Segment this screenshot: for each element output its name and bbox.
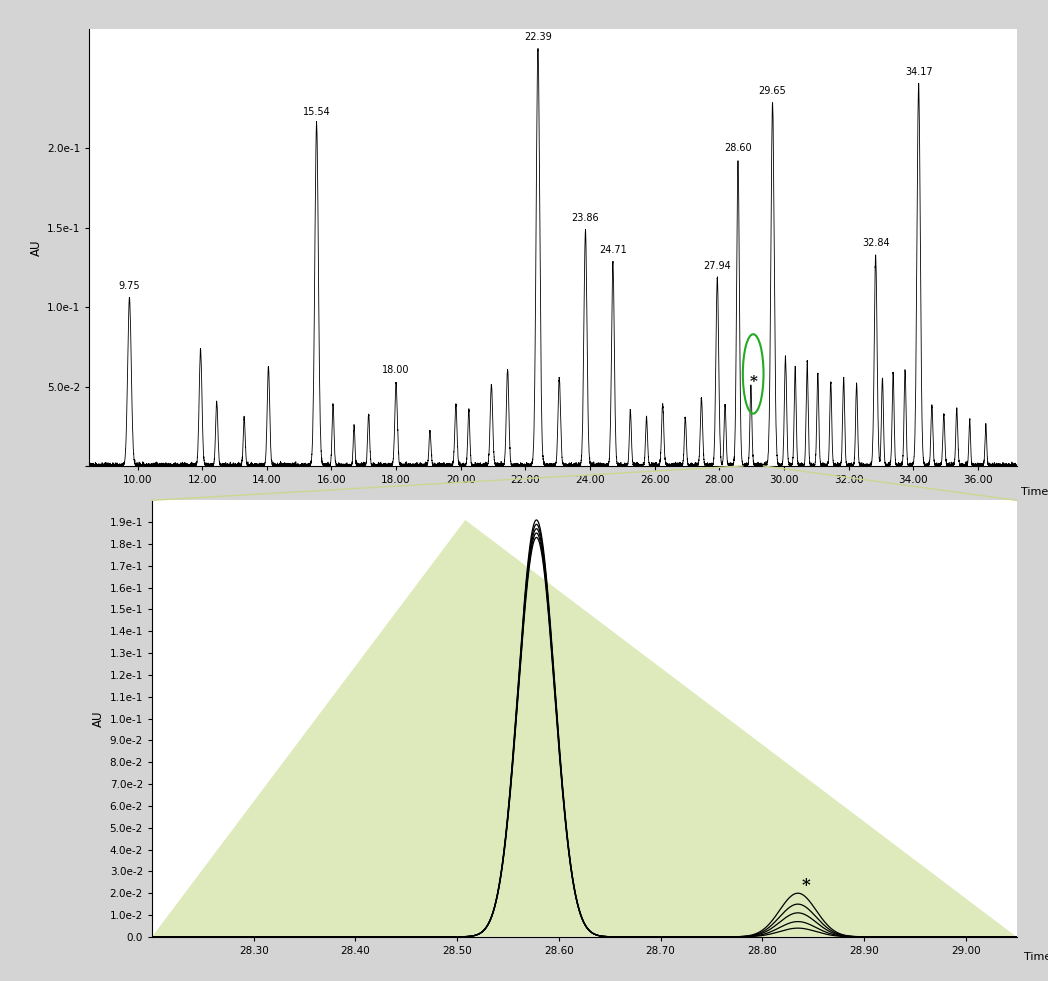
Text: Time: Time [1022, 487, 1048, 496]
Text: Time: Time [1024, 953, 1048, 962]
Text: 34.17: 34.17 [904, 67, 933, 77]
Text: 29.65: 29.65 [759, 86, 786, 96]
Text: *: * [749, 375, 757, 388]
Text: 9.75: 9.75 [118, 282, 140, 291]
Text: 27.94: 27.94 [703, 261, 732, 271]
Y-axis label: AU: AU [29, 239, 43, 256]
Text: 22.39: 22.39 [524, 32, 552, 42]
Text: 18.00: 18.00 [383, 366, 410, 376]
Text: 24.71: 24.71 [599, 245, 627, 255]
Text: *: * [802, 877, 810, 894]
Text: 32.84: 32.84 [861, 238, 890, 248]
Text: 15.54: 15.54 [303, 107, 330, 117]
Y-axis label: AU: AU [92, 710, 106, 727]
Text: 28.60: 28.60 [724, 143, 751, 153]
Text: 23.86: 23.86 [571, 213, 599, 223]
Polygon shape [152, 520, 1017, 937]
